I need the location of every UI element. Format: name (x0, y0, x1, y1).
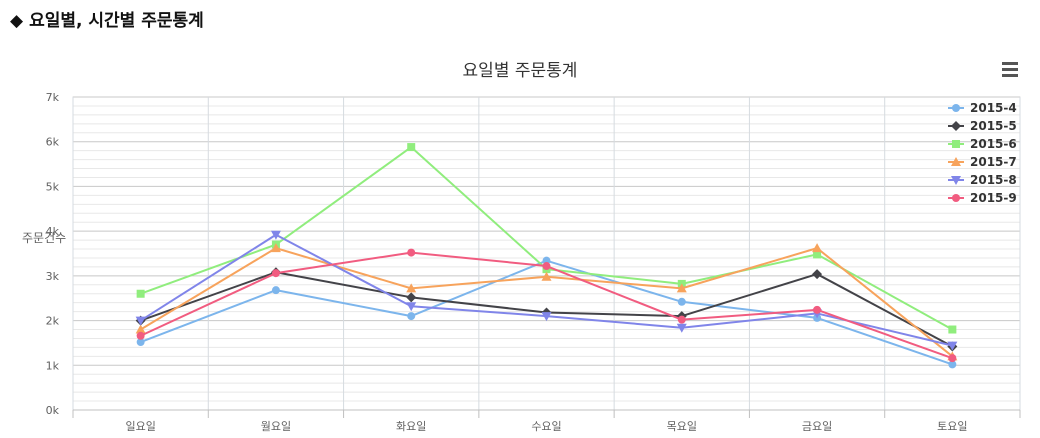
data-point (948, 326, 956, 334)
legend-label: 2015-7 (970, 155, 1017, 169)
chart-title: 요일별 주문통계 (463, 61, 578, 81)
legend-label: 2015-6 (970, 137, 1017, 151)
data-point (137, 332, 145, 340)
y-tick-label: 1k (46, 359, 60, 372)
y-tick-label: 6k (46, 136, 60, 149)
data-point (678, 316, 686, 324)
x-tick-label: 금요일 (802, 419, 832, 433)
x-tick-label: 화요일 (396, 419, 426, 433)
x-tick-label: 월요일 (261, 419, 291, 433)
legend-label: 2015-9 (970, 191, 1017, 205)
data-point (272, 286, 280, 294)
data-point (407, 249, 415, 257)
y-tick-label: 3k (46, 270, 60, 283)
y-tick-label: 7k (46, 91, 60, 104)
plot-area (73, 97, 1020, 410)
x-tick-label: 수요일 (531, 419, 561, 433)
data-point (407, 143, 415, 151)
data-point (948, 354, 956, 362)
x-tick-label: 일요일 (125, 419, 155, 433)
x-tick-label: 목요일 (667, 419, 697, 433)
data-point (813, 306, 821, 314)
data-point (407, 312, 415, 320)
y-tick-label: 5k (46, 180, 60, 193)
legend-label: 2015-4 (970, 101, 1017, 115)
chart-menu-icon[interactable] (1002, 62, 1018, 78)
legend-marker (952, 104, 960, 112)
legend-marker (952, 194, 960, 202)
y-tick-label: 0k (46, 404, 60, 417)
data-point (137, 290, 145, 298)
y-axis-title: 주문건수 (22, 231, 66, 245)
y-tick-label: 2k (46, 315, 60, 328)
legend-marker (952, 140, 960, 148)
data-point (543, 262, 551, 270)
data-point (272, 269, 280, 277)
legend-label: 2015-5 (970, 119, 1017, 133)
legend-label: 2015-8 (970, 173, 1017, 187)
data-point (678, 298, 686, 306)
x-tick-label: 토요일 (937, 419, 967, 433)
